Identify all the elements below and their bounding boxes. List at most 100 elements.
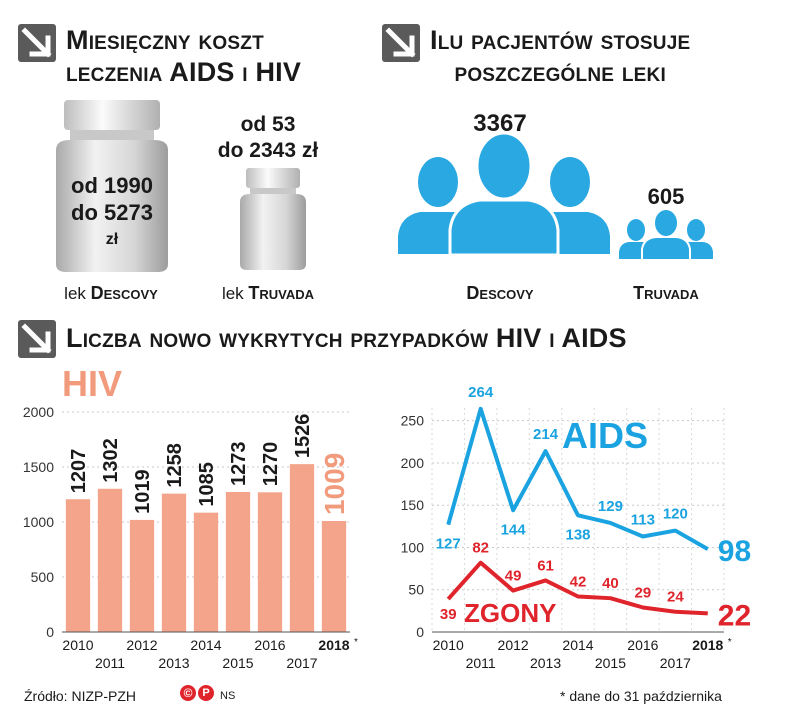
hiv-value-label: 1258 [164,443,186,488]
descovy-patients-label: Descovy [466,283,534,303]
descovy-cost-label: lek Descovy [64,283,158,303]
x-tick-label: 2018 [318,637,349,653]
y-tick-label: 500 [31,569,55,585]
descovy-cost-from: od 1990 [71,173,153,198]
deaths-value-label: 39 [440,606,457,623]
deaths-value-label: 24 [667,589,684,606]
x-tick-label: 2016 [627,637,658,653]
y-tick-label: 0 [416,624,424,640]
x-tick-label: 2014 [190,637,221,653]
aids-value-label: 113 [631,511,655,528]
deaths-value-label: 29 [635,584,652,601]
x-tick-label: 2016 [254,637,285,653]
patients-title-line2: poszczególne leki [454,57,666,87]
x-tick-label: 2010 [433,637,464,653]
hiv-value-label: 1273 [228,441,250,486]
cases-title: Liczba nowo wykrytych przypadków HIV i A… [66,323,627,353]
truvada-patients-value: 605 [647,184,685,209]
hiv-bar [129,519,155,632]
section-arrow-icon [18,24,56,62]
hiv-value-label: 1526 [292,414,314,459]
cost-title-line1: Miesięczny koszt [66,25,264,55]
hiv-value-label: 1009 [319,453,350,515]
y-tick-label: 0 [46,624,54,640]
hiv-bar [97,488,123,632]
x-tick-label: 2017 [660,655,691,671]
x-tick-label: 2013 [158,655,189,671]
source-text: Źródło: NIZP-PZH [24,688,137,704]
descovy-bottle-icon [56,100,168,272]
deaths-series-label: ZGONY [464,598,556,628]
hiv-value-label: 1207 [68,449,90,494]
hiv-value-label: 1302 [100,438,122,483]
aids-value-label: 144 [501,521,527,538]
y-tick-label: 100 [401,539,425,555]
y-tick-label: 150 [401,497,425,513]
hiv-value-label: 1270 [260,442,282,487]
hiv-bar-chart: 0 500 1000 1500 2000 HIV 1207 2010 1302 2011 1019 2… [23,364,358,671]
section-arrow-icon [18,320,56,358]
hiv-bar [193,512,219,632]
truvada-cost-to: do 2343 zł [217,139,319,162]
x-tick-label: 2010 [62,637,93,653]
y-tick-label: 2000 [23,404,54,420]
aids-series-label: AIDS [562,415,648,456]
x-tick-mark: * [354,637,358,648]
aids-value-label: 264 [468,384,494,401]
p-mark-icon: P [198,685,214,701]
truvada-cost-label: lek Truvada [221,283,315,303]
descovy-cost-unit: zł [105,231,119,248]
aids-deaths-line-chart: 0 50 100 150 200 250 127 264 144 214 138 129 113 120 9… [401,384,752,671]
aids-value-label: 98 [718,535,751,568]
aids-value-label: 120 [663,506,688,523]
patients-title: Ilu pacjentów stosuje poszczególne leki [430,24,690,88]
footnote-text: * dane do 31 października [560,688,722,704]
truvada-patients-label: Truvada [633,283,699,303]
descovy-cost-to: do 5273 [71,200,153,225]
section-arrow-icon [382,24,420,62]
patients-title-line1: Ilu pacjentów stosuje [430,25,691,55]
aids-value-label: 214 [533,426,559,443]
deaths-value-label: 82 [472,540,489,557]
hiv-value-label: 1085 [196,462,218,507]
author-initials: NS [220,690,236,702]
x-tick-label: 2017 [286,655,317,671]
y-tick-label: 1500 [23,459,54,475]
aids-line [446,406,709,551]
x-tick-label: 2011 [466,655,496,671]
x-tick-label: 2011 [95,655,125,671]
hiv-bar [289,464,315,632]
y-tick-label: 1000 [23,514,54,530]
x-tick-label: 2012 [498,637,529,653]
deaths-line [446,560,708,616]
deaths-value-label: 40 [602,575,619,592]
y-tick-label: 250 [401,413,425,429]
hiv-bar [65,499,91,632]
aids-value-label: 129 [598,498,623,515]
people-group-small-icon [619,208,713,260]
aids-value-label: 138 [565,526,590,543]
cost-title-line2: leczenia AIDS i HIV [66,57,302,87]
deaths-value-label: 49 [505,568,522,585]
y-tick-label: 200 [401,455,425,471]
hiv-bar [257,492,283,632]
cost-title: Miesięczny koszt leczenia AIDS i HIV [66,24,301,88]
deaths-value-label: 61 [537,557,554,574]
hiv-value-label: 1019 [132,469,154,514]
x-tick-label: 2013 [530,655,561,671]
hiv-series-label: HIV [62,364,122,404]
deaths-value-label: 22 [718,599,751,632]
hiv-bar [161,493,187,632]
x-tick-label: 2018 [692,637,723,653]
y-tick-label: 50 [408,582,424,598]
x-tick-label: 2015 [222,655,253,671]
hiv-bar [321,521,347,632]
truvada-cost-from: od 53 [240,113,296,136]
hiv-bar [225,491,251,632]
x-tick-label: 2012 [126,637,157,653]
deaths-value-label: 42 [570,573,587,590]
truvada-bottle-icon [240,168,306,270]
x-tick-label: 2014 [562,637,593,653]
people-group-large-icon [398,132,610,256]
copyright-mark-icon: © [180,685,196,701]
